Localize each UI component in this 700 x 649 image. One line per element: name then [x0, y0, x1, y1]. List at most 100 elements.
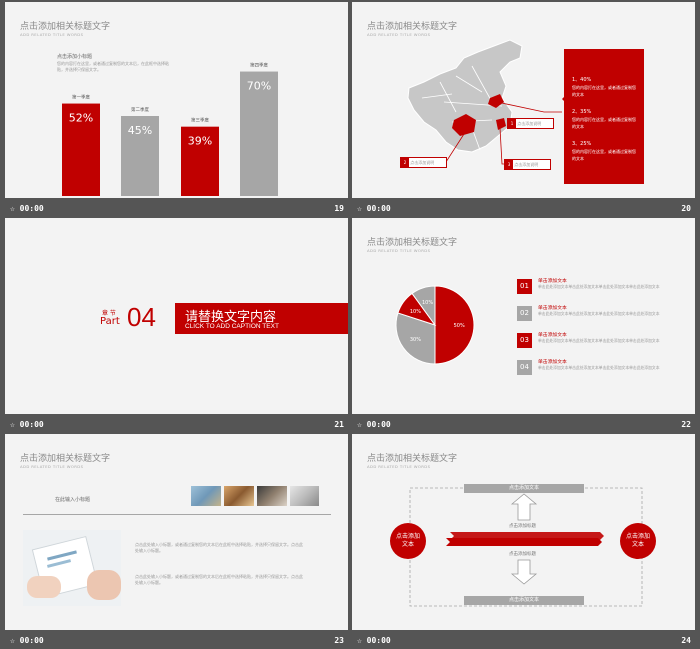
ribbon-arrow-right	[450, 532, 604, 540]
list-item[interactable]: 01 单击添加文本 单击此处添加文本单击此处添加文本单击此处添加文本单击此处添加文本	[517, 277, 677, 297]
slide-subtitle: ADD RELATED TITLE WORDS	[20, 32, 84, 37]
chart-description: 您的内容打在这里，或者通过复制您的文本后，在此框中选择粘贴，并选择只保留文字。	[57, 61, 169, 72]
list-item-text: 单击此处添加文本单击此处添加文本单击此处添加文本单击此处添加文本	[538, 311, 660, 316]
callout-number: 2	[401, 158, 409, 167]
right-circle[interactable]: 点击添加文本	[620, 523, 656, 559]
timing-value: 00:00	[366, 636, 391, 645]
slide-number: 23	[334, 636, 344, 645]
top-label-bar[interactable]: 点击添加文本	[464, 484, 584, 493]
bottom-label-bar[interactable]: 点击添加文本	[464, 596, 584, 605]
slide-thumbnail-24[interactable]: 点击添加相关标题文字 ADD RELATED TITLE WORDS 点击添加文…	[352, 434, 695, 648]
slide-number: 19	[334, 204, 344, 213]
slide-number: 20	[681, 204, 691, 213]
list-item[interactable]: 03 单击添加文本 单击此处添加文本单击此处添加文本单击此处添加文本单击此处添加文本	[517, 331, 677, 351]
slide-subtitle: ADD RELATED TITLE WORDS	[367, 32, 431, 37]
slide-title: 点击添加相关标题文字	[367, 454, 458, 464]
stat-value: 3、25%	[572, 141, 592, 147]
callout-1[interactable]: 1 点击添加说明	[507, 118, 554, 129]
bar-value-label: 52%	[69, 112, 93, 125]
list-item-heading: 单击添加文本	[538, 333, 567, 338]
slide-timing: ☆ 00:00	[10, 204, 44, 213]
pie-slice	[434, 285, 475, 365]
bar-category-label: 第一季度	[72, 94, 90, 101]
slide-subtitle: ADD RELATED TITLE WORDS	[367, 248, 431, 253]
timing-value: 00:00	[366, 204, 391, 213]
left-circle-text: 点击添加文本	[395, 533, 420, 548]
list-item-number: 02	[517, 306, 532, 321]
stat-value: 2、35%	[572, 109, 592, 115]
bar-category-label: 第二季度	[131, 106, 149, 113]
stat-item: 1、40% 您的内容打在这里，或者通过复制您的文本	[572, 77, 638, 98]
callout-label: 点击添加说明	[517, 121, 542, 126]
slide-thumbnail-22[interactable]: 点击添加相关标题文字 ADD RELATED TITLE WORDS 50% 30…	[352, 218, 695, 432]
section-label: 在此输入小标题	[55, 497, 91, 503]
map-region-highlight-3	[496, 118, 506, 130]
chapter-banner: 请替换文字内容 CLICK TO ADD CAPTION TEXT	[175, 303, 348, 334]
down-label: 点击添加标题	[509, 552, 536, 557]
timing-value: 00:00	[366, 420, 391, 429]
pie-chart: 50% 30% 10%10%	[395, 285, 475, 365]
left-circle[interactable]: 点击添加文本	[390, 523, 426, 559]
list-item[interactable]: 02 单击添加文本 单击此处添加文本单击此处添加文本单击此处添加文本单击此处添加文本	[517, 304, 677, 324]
bar-value-label: 70%	[247, 80, 271, 93]
slide-footer: ☆ 00:00 19	[5, 200, 348, 216]
list-item[interactable]: 04 单击添加文本 单击此处添加文本单击此处添加文本单击此处添加文本单击此处添加文本	[517, 358, 677, 378]
bar-category-label: 第四季度	[250, 62, 268, 69]
part-number: 04	[127, 302, 156, 332]
slide-number: 22	[681, 420, 691, 429]
slide-thumbnail-23[interactable]: 点击添加相关标题文字 ADD RELATED TITLE WORDS 在此输入小…	[5, 434, 348, 648]
pie-slice-label: 10%	[410, 309, 421, 315]
stat-text: 您的内容打在这里，或者通过复制您的文本	[572, 117, 636, 129]
slide-footer: ☆ 00:00 24	[352, 632, 695, 648]
photo-thumbnail	[191, 486, 221, 506]
timing-value: 00:00	[19, 420, 44, 429]
callout-2[interactable]: 2 点击添加说明	[400, 157, 447, 168]
timing-value: 00:00	[19, 204, 44, 213]
bar	[181, 126, 219, 196]
slide-subtitle: ADD RELATED TITLE WORDS	[20, 464, 84, 469]
slide-footer: ☆ 00:00 23	[5, 632, 348, 648]
list-item-number: 04	[517, 360, 532, 375]
slide-timing: ☆ 00:00	[357, 636, 391, 645]
pie-slice-label: 50%	[454, 323, 465, 329]
map-region-highlight-1	[452, 114, 476, 136]
slide-title: 点击添加相关标题文字	[367, 238, 458, 248]
pie-slice	[395, 312, 436, 365]
bar-chart: 52% 第一季度 45% 第二季度 39% 第三季度 70% 第四季度	[62, 62, 278, 196]
slide-canvas: 点击添加相关标题文字 ADD RELATED TITLE WORDS 点击添加小…	[5, 2, 348, 198]
top-label-text: 点击添加文本	[508, 485, 539, 491]
callout-label: 点击添加说明	[410, 160, 435, 165]
slide-footer: ☆ 00:00 22	[352, 416, 695, 432]
pie-slice-label: 10%	[422, 300, 433, 306]
slide-canvas: 点击添加相关标题文字 ADD RELATED TITLE WORDS 1 点击添…	[352, 2, 695, 198]
slide-number: 24	[681, 636, 691, 645]
stats-panel: 1、40% 您的内容打在这里，或者通过复制您的文本 2、35% 您的内容打在这里…	[564, 49, 644, 184]
slide-thumbnail-21[interactable]: 章 节 Part 04 请替换文字内容 CLICK TO ADD CAPTION…	[5, 218, 348, 432]
list-item-heading: 单击添加文本	[538, 279, 567, 284]
bar-value-label: 39%	[188, 135, 212, 148]
chapter-title: 请替换文字内容	[185, 310, 277, 325]
callout-number: 1	[508, 119, 516, 128]
bar-category-label: 第三季度	[191, 117, 209, 124]
bar	[62, 103, 100, 196]
down-arrow-icon	[510, 559, 538, 585]
slide-timing: ☆ 00:00	[10, 420, 44, 429]
timing-value: 00:00	[19, 636, 44, 645]
stat-text: 您的内容打在这里，或者通过复制您的文本	[572, 85, 636, 97]
divider-line	[23, 514, 331, 515]
callout-3[interactable]: 3 点击添加说明	[504, 159, 551, 170]
stat-value: 1、40%	[572, 77, 592, 83]
slide-thumbnail-20[interactable]: 点击添加相关标题文字 ADD RELATED TITLE WORDS 1 点击添…	[352, 2, 695, 216]
slide-thumbnail-19[interactable]: 点击添加相关标题文字 ADD RELATED TITLE WORDS 点击添加小…	[5, 2, 348, 216]
slide-footer: ☆ 00:00 20	[352, 200, 695, 216]
document-photo	[23, 530, 121, 606]
stat-text: 您的内容打在这里，或者通过复制您的文本	[572, 149, 636, 161]
bar	[240, 71, 278, 196]
slide-timing: ☆ 00:00	[357, 204, 391, 213]
part-label: Part	[100, 316, 120, 327]
pie-slice-label: 30%	[410, 337, 421, 343]
paragraph-1: 点击此处输入小标题，或者通过复制您的文本后在此框中选择粘贴，并选择只保留文字。点…	[135, 542, 303, 553]
list-item-number: 01	[517, 279, 532, 294]
chapter-label: 章 节	[102, 310, 116, 317]
list-item-heading: 单击添加文本	[538, 360, 567, 365]
